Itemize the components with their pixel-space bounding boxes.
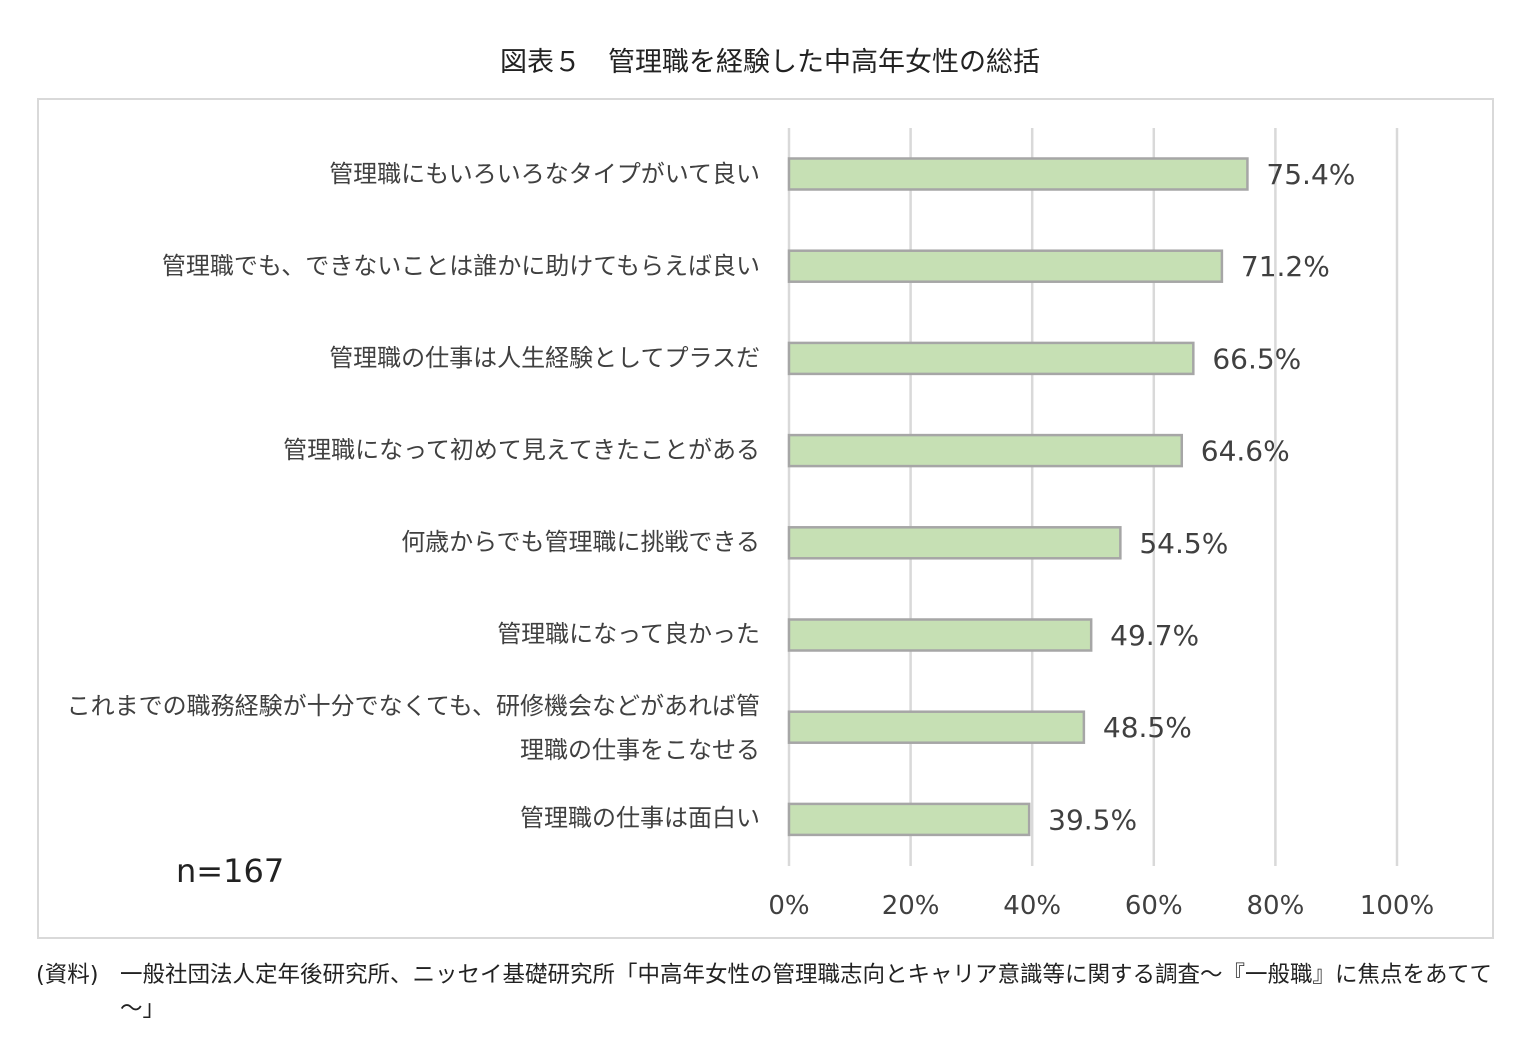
data-label: 48.5%: [1103, 711, 1192, 744]
x-tick-label: 20%: [882, 891, 940, 921]
bars: [787, 157, 1249, 837]
data-label: 39.5%: [1048, 803, 1137, 836]
source-note: (資料) 一般社団法人定年後研究所、ニッセイ基礎研究所「中高年女性の管理職志向とキ…: [36, 958, 1506, 1026]
source-text: 一般社団法人定年後研究所、ニッセイ基礎研究所「中高年女性の管理職志向とキャリア意…: [120, 962, 1493, 1022]
bar: [787, 157, 1249, 191]
source-prefix: (資料): [36, 962, 99, 988]
data-labels: 75.4% 71.2% 66.5% 64.6% 54.5% 49.7% 48.5% 39.5%: [1048, 158, 1355, 836]
category-label: 何歳からでも管理職に挑戦できる: [401, 528, 760, 556]
x-tick-label: 60%: [1125, 891, 1183, 921]
bar: [787, 802, 1031, 837]
category-label: 管理職でも、できないことは誰かに助けてもらえば良い: [161, 252, 760, 280]
data-label: 75.4%: [1266, 158, 1355, 191]
data-label: 66.5%: [1212, 342, 1301, 375]
category-label: これまでの職務経験が十分でなくても、研修機会などがあれば管理職の仕事をこなせる: [66, 692, 760, 764]
data-label: 49.7%: [1110, 619, 1199, 652]
x-tick-label: 100%: [1360, 891, 1434, 921]
data-label: 54.5%: [1139, 527, 1228, 560]
x-tick-label: 40%: [1003, 891, 1061, 921]
category-label: 管理職にもいろいろなタイプがいて良い: [329, 160, 760, 188]
chart-area: [37, 98, 1494, 939]
bar: [787, 618, 1093, 652]
category-label: 管理職の仕事は人生経験としてプラスだ: [329, 344, 760, 372]
bar: [787, 710, 1086, 744]
bar: [787, 433, 1184, 468]
category-label: 管理職の仕事は面白い: [520, 804, 760, 832]
sample-size-label: n=167: [176, 852, 285, 890]
x-tick-label: 80%: [1247, 891, 1305, 921]
bar: [787, 526, 1122, 560]
category-label: 管理職になって良かった: [497, 620, 760, 648]
grid-lines: [787, 128, 1399, 866]
category-label: 管理職になって初めて見えてきたことがある: [283, 436, 760, 464]
x-tick-label: 0%: [768, 891, 809, 921]
chart-title: 図表５ 管理職を経験した中高年女性の総括: [500, 47, 1040, 78]
data-label: 64.6%: [1201, 435, 1290, 468]
data-label: 71.2%: [1241, 250, 1330, 283]
bar: [787, 249, 1224, 283]
bar: [787, 341, 1195, 376]
x-axis-ticks: 0% 20% 40% 60% 80% 100%: [768, 891, 1434, 921]
